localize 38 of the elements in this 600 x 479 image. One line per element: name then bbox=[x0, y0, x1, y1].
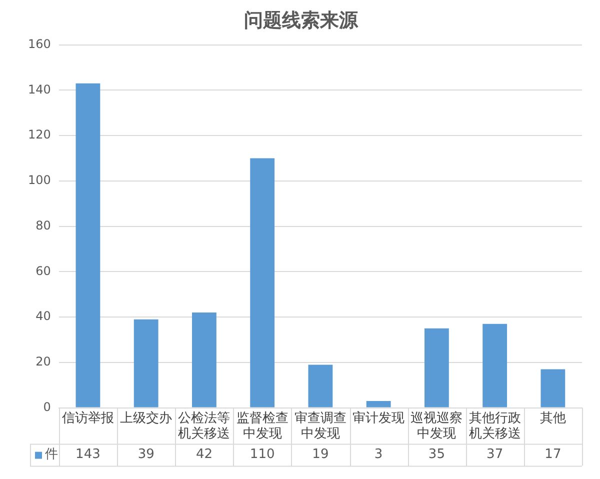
data-label: 110 bbox=[250, 447, 275, 462]
bar bbox=[76, 83, 100, 408]
bar bbox=[250, 158, 275, 408]
data-label: 143 bbox=[76, 447, 100, 462]
data-label: 35 bbox=[428, 447, 445, 462]
x-tick-label: 公检法等机关移送 bbox=[178, 410, 230, 442]
bar bbox=[482, 324, 508, 408]
y-tick-label: 160 bbox=[28, 36, 51, 51]
chart-title: 问题线索来源 bbox=[244, 9, 359, 32]
bar bbox=[192, 312, 216, 408]
data-label: 19 bbox=[312, 447, 329, 462]
y-tick-label: 0 bbox=[43, 400, 51, 414]
x-tick-label: 审查调查中发现 bbox=[294, 410, 346, 442]
data-label: 17 bbox=[544, 447, 562, 462]
y-tick-label: 60 bbox=[36, 264, 51, 278]
x-tick-label: 监督检查中发现 bbox=[236, 410, 288, 442]
x-tick-label: 审计发现 bbox=[352, 410, 405, 426]
y-tick-label: 40 bbox=[36, 309, 51, 324]
data-label: 37 bbox=[486, 447, 504, 462]
y-tick-label: 80 bbox=[36, 218, 51, 232]
x-tick-label: 信访举报 bbox=[62, 410, 114, 426]
data-label: 39 bbox=[138, 447, 154, 462]
bar bbox=[540, 369, 566, 408]
bar bbox=[308, 364, 333, 408]
y-tick-label: 100 bbox=[28, 173, 51, 188]
bar bbox=[134, 319, 158, 408]
bar bbox=[424, 328, 449, 408]
y-tick-label: 120 bbox=[28, 128, 51, 142]
bar bbox=[366, 400, 391, 408]
x-tick-label: 巡视巡察中发现 bbox=[410, 410, 463, 442]
x-tick-label: 其他 bbox=[540, 410, 566, 426]
y-tick-label: 20 bbox=[36, 354, 51, 369]
y-tick-label: 140 bbox=[28, 82, 51, 96]
x-tick-label: 上级交办 bbox=[120, 410, 172, 426]
data-label: 3 bbox=[374, 447, 383, 462]
x-tick-label: 其他行政机关移送 bbox=[468, 410, 521, 442]
data-label: 42 bbox=[196, 447, 212, 462]
legend-label: 件 bbox=[45, 447, 58, 462]
